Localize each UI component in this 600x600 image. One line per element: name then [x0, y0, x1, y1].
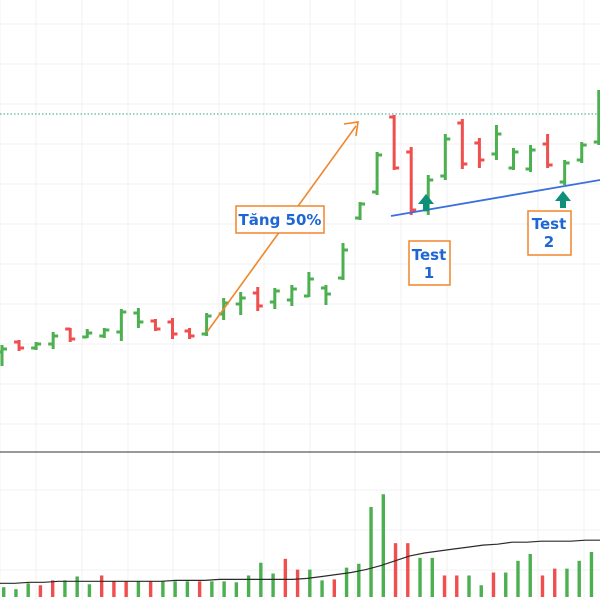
- price-bar: [235, 292, 246, 315]
- volume-series: [2, 494, 594, 597]
- price-bar: [14, 340, 25, 351]
- price-bar: [201, 313, 212, 336]
- volume-bar: [2, 587, 6, 597]
- price-bar: [303, 272, 314, 298]
- price-bar: [150, 319, 161, 331]
- price-bar: [99, 328, 110, 338]
- volume-bar: [589, 551, 594, 597]
- price-bar: [593, 90, 600, 145]
- price-bar: [65, 327, 76, 342]
- volume-bar: [161, 581, 165, 597]
- price-bar: [559, 160, 570, 185]
- volume-bar: [479, 585, 483, 597]
- price-bar: [31, 342, 42, 350]
- price-bar: [320, 285, 331, 305]
- test1-label-line1: Test: [412, 246, 447, 264]
- price-bar: [491, 125, 502, 160]
- volume-bar: [455, 575, 459, 597]
- volume-bar: [112, 581, 116, 597]
- test2-label-box: Test 2: [527, 210, 572, 256]
- price-bar: [576, 142, 587, 163]
- volume-bar: [467, 575, 471, 597]
- volume-bar: [283, 558, 288, 597]
- price-bar: [474, 138, 485, 168]
- volume-bar: [148, 581, 153, 597]
- volume-bar: [271, 573, 275, 597]
- volume-bar: [136, 581, 141, 597]
- test1-label-box: Test 1: [408, 240, 451, 286]
- volume-bar: [246, 575, 251, 597]
- price-bar: [133, 308, 144, 328]
- volume-bar: [528, 553, 532, 597]
- price-bar: [542, 134, 553, 168]
- volume-bar: [173, 581, 177, 597]
- volume-bar: [124, 581, 128, 597]
- price-bar: [167, 318, 178, 339]
- volume-bar: [491, 572, 496, 597]
- price-bar: [252, 287, 263, 311]
- price-bar: [355, 202, 366, 220]
- price-bar: [525, 145, 536, 172]
- test2-label-line1: Test: [532, 215, 567, 233]
- volume-bar: [87, 584, 92, 597]
- volume-bar: [344, 567, 349, 597]
- volume-bar: [369, 506, 373, 597]
- price-bar: [116, 309, 127, 341]
- volume-bar: [577, 560, 581, 597]
- volume-bar: [222, 581, 226, 597]
- volume-bar: [442, 575, 447, 597]
- price-bar: [0, 345, 7, 366]
- price-bar: [440, 134, 451, 180]
- price-bar: [508, 148, 519, 170]
- volume-bar: [185, 581, 190, 597]
- volume-bar: [406, 543, 410, 597]
- volume-bar: [75, 576, 79, 597]
- volume-bar: [553, 568, 557, 597]
- volume-bar: [210, 581, 214, 597]
- volume-bar: [565, 568, 569, 597]
- volume-bar: [50, 580, 55, 597]
- price-bar: [48, 332, 59, 349]
- volume-bar: [320, 580, 324, 597]
- volume-bar: [197, 581, 202, 597]
- price-bar: [338, 243, 348, 280]
- price-bar: [269, 288, 280, 309]
- price-bar: [389, 115, 400, 170]
- volume-bar: [38, 585, 43, 597]
- volume-bar: [14, 589, 18, 597]
- volume-bar: [381, 494, 385, 597]
- volume-bar: [516, 560, 520, 597]
- price-bar: [406, 147, 417, 215]
- volume-bar: [418, 557, 422, 597]
- price-bar: [184, 328, 195, 339]
- test1-label-line2: 1: [424, 264, 434, 282]
- volume-bar: [540, 575, 545, 597]
- volume-bar: [295, 569, 300, 597]
- price-bar: [372, 152, 383, 195]
- rise-label-box: Tăng 50%: [235, 205, 325, 234]
- volume-bar: [99, 575, 104, 597]
- rise-arrow-head: [343, 121, 359, 137]
- price-bar: [286, 285, 297, 306]
- test2-marker-icon: [555, 191, 571, 208]
- volume-bar: [63, 580, 67, 597]
- volume-bar: [504, 572, 508, 597]
- volume-bar: [332, 579, 337, 597]
- volume-bar: [430, 557, 434, 597]
- rise-label-text: Tăng 50%: [239, 211, 322, 229]
- volume-bar: [308, 569, 312, 597]
- volume-bar: [234, 582, 239, 597]
- volume-bar: [393, 543, 398, 597]
- volume-bar: [26, 583, 30, 597]
- test2-label-line2: 2: [544, 233, 554, 251]
- volume-bar: [357, 563, 361, 597]
- price-bar: [82, 329, 93, 339]
- price-bar: [457, 119, 468, 169]
- volume-moving-average-line: [0, 539, 600, 584]
- test1-marker-icon: [418, 194, 434, 211]
